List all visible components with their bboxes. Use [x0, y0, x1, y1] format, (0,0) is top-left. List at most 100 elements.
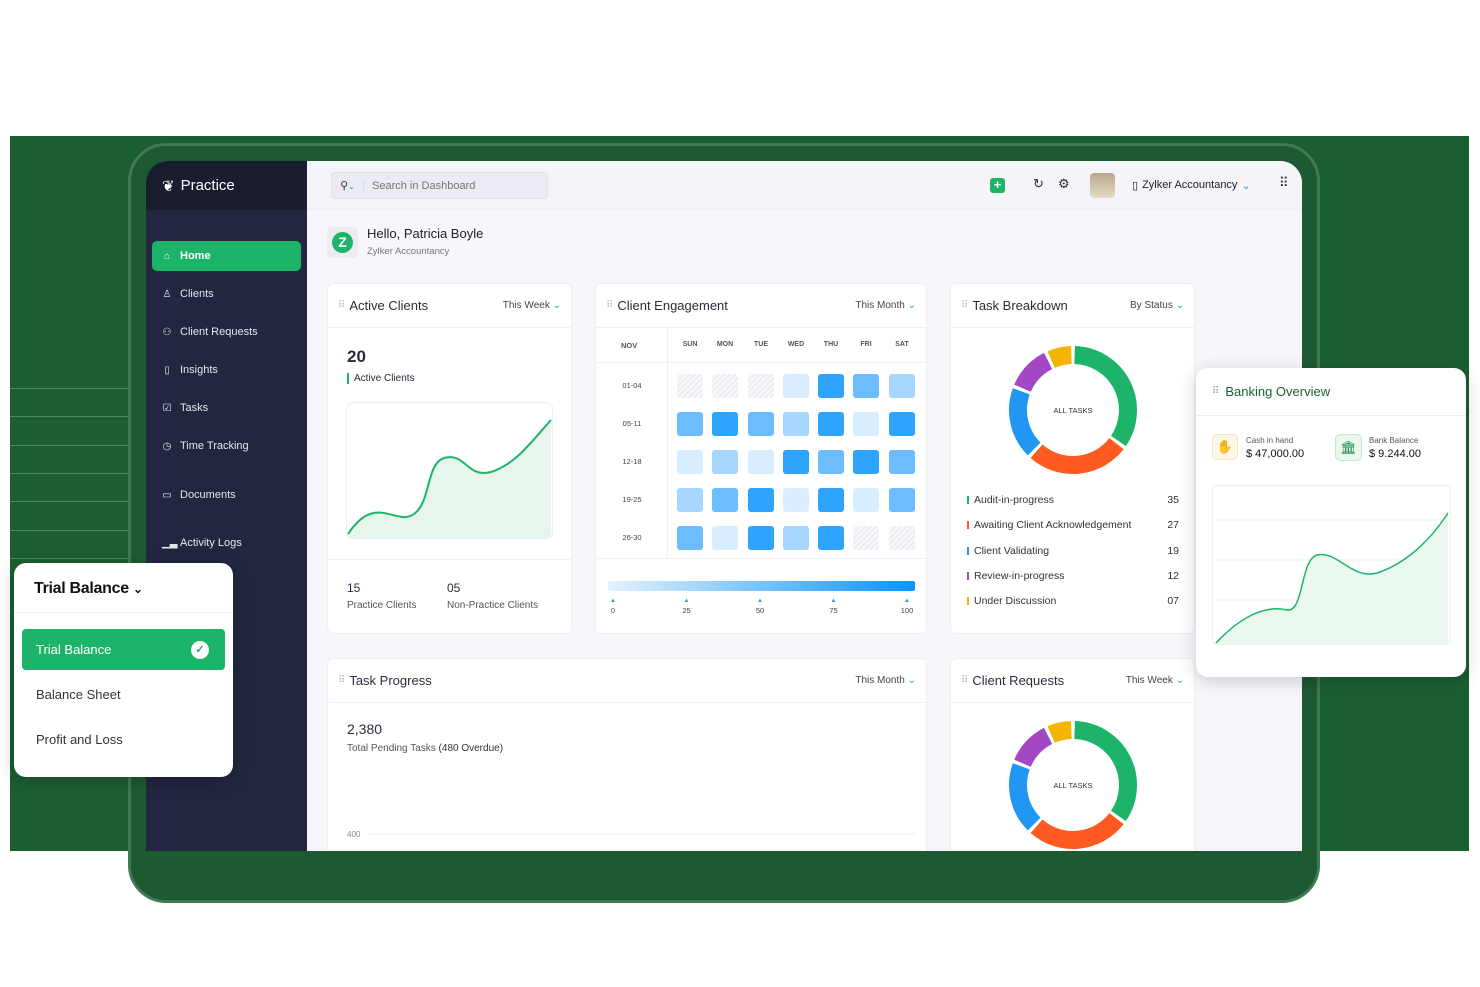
- heatmap-cell[interactable]: [889, 526, 915, 550]
- heatmap-cell[interactable]: [783, 412, 809, 436]
- card-title: Task Breakdown: [972, 298, 1068, 313]
- drag-handle-icon[interactable]: ⠿: [338, 300, 346, 311]
- heatmap-cell[interactable]: [783, 450, 809, 474]
- heatmap-cell[interactable]: [712, 488, 738, 512]
- gear-icon[interactable]: ⚙: [1058, 176, 1070, 191]
- donut-segment[interactable]: [1074, 346, 1137, 447]
- option-balance-sheet[interactable]: Balance Sheet: [36, 687, 121, 702]
- heatmap-cell[interactable]: [712, 412, 738, 436]
- donut-segment[interactable]: [1014, 352, 1053, 393]
- heatmap-cell[interactable]: [853, 526, 879, 550]
- drag-handle-icon[interactable]: ⠿: [1212, 386, 1220, 397]
- drag-handle-icon[interactable]: ⠿: [606, 300, 614, 311]
- period-dropdown[interactable]: This Month: [855, 675, 916, 686]
- active-count: 20: [347, 347, 366, 366]
- heatmap-cell[interactable]: [783, 488, 809, 512]
- heatmap-cell[interactable]: [748, 488, 774, 512]
- heatmap-cell[interactable]: [783, 526, 809, 550]
- period-dropdown[interactable]: This Week: [503, 300, 561, 311]
- heatmap-cell[interactable]: [748, 374, 774, 398]
- heatmap-cell[interactable]: [677, 374, 703, 398]
- donut-segment[interactable]: [1047, 721, 1073, 743]
- heatmap-cell[interactable]: [818, 412, 844, 436]
- heatmap-cell[interactable]: [818, 450, 844, 474]
- heatmap-cell[interactable]: [818, 526, 844, 550]
- option-profit-and-loss[interactable]: Profit and Loss: [36, 732, 123, 747]
- donut-segment[interactable]: [1009, 388, 1041, 456]
- sidebar-item-client-requests[interactable]: ⚇ Client Requests: [152, 317, 301, 347]
- drag-handle-icon[interactable]: ⠿: [338, 675, 346, 686]
- greeting-title: Hello, Patricia Boyle: [367, 226, 484, 241]
- heatmap-cell[interactable]: [853, 374, 879, 398]
- search-input[interactable]: [364, 179, 544, 192]
- donut-segment[interactable]: [1074, 721, 1137, 822]
- brand-name: Practice: [180, 177, 235, 194]
- heatmap-cell[interactable]: [748, 450, 774, 474]
- non-practice-count: 05: [447, 581, 461, 595]
- donut-center-label: ALL TASKS: [1053, 406, 1093, 415]
- period-dropdown[interactable]: This Month: [855, 300, 916, 311]
- scale-tick: ▲ 25: [682, 598, 691, 615]
- sidebar-item-clients[interactable]: ♙ Clients: [152, 279, 301, 309]
- heatmap-cell[interactable]: [853, 412, 879, 436]
- task-donut-chart: [1009, 346, 1137, 474]
- heatmap-cell[interactable]: [748, 526, 774, 550]
- heatmap-cell[interactable]: [889, 374, 915, 398]
- heatmap-cell[interactable]: [889, 450, 915, 474]
- refresh-icon[interactable]: ↻: [1033, 176, 1044, 191]
- sidebar-item-insights[interactable]: ▯ Insights: [152, 355, 301, 385]
- legend-item: Under Discussion 07: [967, 595, 1179, 607]
- search-icon[interactable]: ⚲⌄: [332, 179, 364, 192]
- donut-segment[interactable]: [1009, 763, 1041, 831]
- heatmap-cell[interactable]: [712, 450, 738, 474]
- greeting-subtitle: Zylker Accountancy: [367, 246, 450, 257]
- heatmap-cell[interactable]: [677, 526, 703, 550]
- sidebar-item-home[interactable]: ⌂ Home: [152, 241, 301, 271]
- nav-label: Activity Logs: [180, 537, 242, 549]
- brand[interactable]: ❦ Practice: [146, 161, 307, 210]
- day-label: SUN: [682, 341, 698, 348]
- heatmap-cell[interactable]: [853, 488, 879, 512]
- period-dropdown[interactable]: This Week: [1126, 675, 1184, 686]
- sidebar-item-tasks[interactable]: ☑ Tasks: [152, 393, 301, 423]
- nav-label: Time Tracking: [180, 440, 249, 452]
- drag-handle-icon[interactable]: ⠿: [961, 300, 969, 311]
- heatmap-cell[interactable]: [818, 374, 844, 398]
- sidebar: ❦ Practice ⌂ Home ♙ Clients ⚇ Client Request…: [146, 161, 307, 851]
- donut-segment[interactable]: [1030, 812, 1124, 849]
- heatmap-cell[interactable]: [712, 526, 738, 550]
- apps-grid-icon[interactable]: ⠿: [1279, 175, 1288, 190]
- practice-count: 15: [347, 581, 361, 595]
- heatmap-cell[interactable]: [818, 488, 844, 512]
- legend-label: Audit-in-progress: [974, 494, 1054, 506]
- status-dropdown[interactable]: By Status: [1130, 300, 1184, 311]
- heatmap-cell[interactable]: [712, 374, 738, 398]
- color-scale: [608, 581, 915, 591]
- heatmap-cell[interactable]: [889, 488, 915, 512]
- sidebar-item-time-tracking[interactable]: ◷ Time Tracking: [152, 431, 301, 461]
- heatmap-cell[interactable]: [677, 450, 703, 474]
- heatmap-cell[interactable]: [677, 488, 703, 512]
- donut-segment[interactable]: [1047, 346, 1073, 368]
- sidebar-item-activity-logs[interactable]: ▁▃ Activity Logs: [152, 528, 301, 558]
- donut-segment[interactable]: [1014, 727, 1053, 768]
- heatmap-cell[interactable]: [677, 412, 703, 436]
- cash-hand-icon: ✋: [1212, 434, 1238, 460]
- avatar[interactable]: [1090, 173, 1115, 198]
- client-engagement-card: ⠿Client Engagement This Month NOV SUN MON T…: [595, 283, 927, 634]
- org-switcher[interactable]: ▯ Zylker Accountancy ⌄: [1132, 179, 1251, 192]
- add-icon[interactable]: +: [990, 178, 1005, 193]
- sidebar-item-documents[interactable]: ▭ Documents: [152, 480, 301, 510]
- heatmap-cell[interactable]: [853, 450, 879, 474]
- drag-handle-icon[interactable]: ⠿: [961, 675, 969, 686]
- users-icon: ⚇: [162, 326, 172, 338]
- option-trial-balance[interactable]: Trial Balance ✓: [22, 629, 225, 670]
- heatmap-cell[interactable]: [748, 412, 774, 436]
- bar-chart-icon: ▁▃: [162, 537, 178, 549]
- report-dropdown-toggle[interactable]: Trial Balance ⌄: [34, 580, 143, 598]
- donut-segment[interactable]: [1030, 437, 1124, 474]
- heatmap-cell[interactable]: [783, 374, 809, 398]
- nav-label: Insights: [180, 364, 218, 376]
- heatmap-cell[interactable]: [889, 412, 915, 436]
- search-box[interactable]: ⚲⌄: [331, 172, 548, 199]
